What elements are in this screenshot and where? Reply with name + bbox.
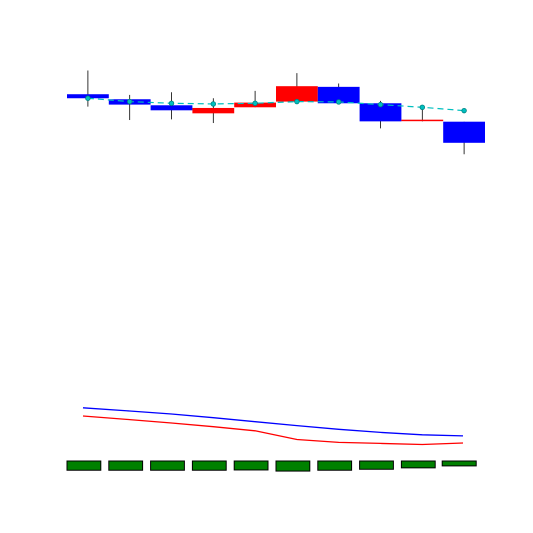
moving-average-point bbox=[294, 98, 300, 105]
moving-average-point bbox=[252, 100, 258, 106]
series-line bbox=[82, 415, 464, 446]
volume-bar bbox=[400, 460, 436, 469]
volume-bar bbox=[359, 460, 394, 470]
volume-bar bbox=[66, 460, 102, 471]
moving-average-point bbox=[85, 95, 91, 101]
candle-body bbox=[443, 121, 485, 143]
moving-average-point bbox=[168, 100, 175, 106]
volume-bar bbox=[108, 460, 144, 471]
volume-bar bbox=[275, 460, 311, 472]
candle-body bbox=[276, 86, 318, 102]
volume-bar bbox=[441, 460, 477, 467]
candle-body bbox=[401, 119, 444, 122]
candlestick-panel bbox=[67, 70, 485, 155]
volume-bar-panel bbox=[66, 460, 477, 472]
volume-bar bbox=[191, 460, 227, 471]
moving-average-point bbox=[461, 107, 467, 114]
moving-average-point bbox=[377, 101, 384, 108]
candle-body bbox=[150, 105, 193, 111]
moving-average-point bbox=[419, 104, 425, 110]
moving-average-point bbox=[210, 101, 216, 107]
moving-average-point bbox=[336, 99, 342, 105]
candle-body bbox=[192, 107, 235, 114]
candle-body bbox=[359, 103, 402, 122]
line-panel bbox=[82, 407, 464, 446]
moving-average-line bbox=[87, 97, 465, 112]
candle-body bbox=[317, 86, 360, 104]
volume-bar bbox=[150, 460, 185, 471]
moving-average-point bbox=[126, 98, 133, 105]
volume-bar bbox=[233, 460, 269, 471]
series-line bbox=[82, 407, 464, 437]
volume-bar bbox=[317, 460, 353, 471]
